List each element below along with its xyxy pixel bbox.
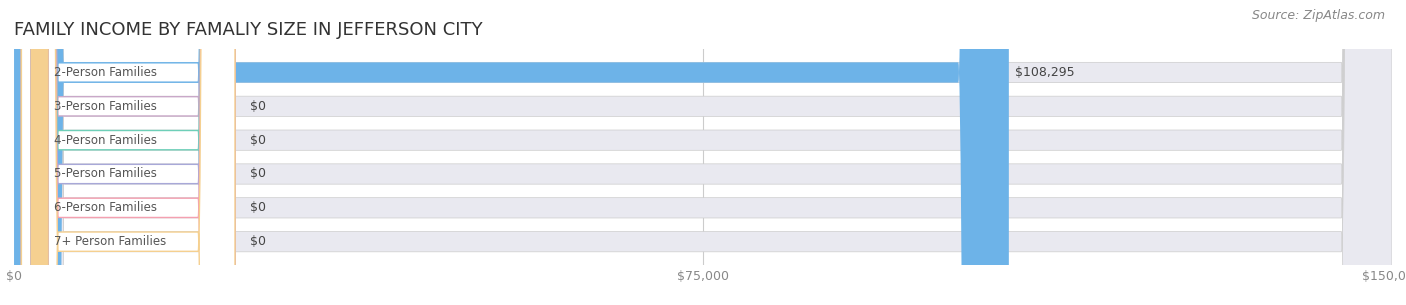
- FancyBboxPatch shape: [14, 0, 1392, 305]
- FancyBboxPatch shape: [14, 0, 1392, 305]
- FancyBboxPatch shape: [21, 0, 235, 305]
- Text: 5-Person Families: 5-Person Families: [55, 167, 157, 181]
- FancyBboxPatch shape: [21, 0, 235, 305]
- Text: 4-Person Families: 4-Person Families: [55, 134, 157, 147]
- FancyBboxPatch shape: [21, 0, 235, 305]
- Circle shape: [31, 0, 48, 305]
- Circle shape: [31, 0, 48, 305]
- FancyBboxPatch shape: [14, 0, 1392, 305]
- FancyBboxPatch shape: [14, 0, 1392, 305]
- Text: 3-Person Families: 3-Person Families: [55, 100, 157, 113]
- Text: 7+ Person Families: 7+ Person Families: [55, 235, 167, 248]
- Text: $0: $0: [250, 167, 266, 181]
- FancyBboxPatch shape: [14, 0, 1392, 305]
- FancyBboxPatch shape: [14, 0, 1010, 305]
- Text: $108,295: $108,295: [1015, 66, 1074, 79]
- Text: $0: $0: [250, 235, 266, 248]
- Text: $0: $0: [250, 100, 266, 113]
- Circle shape: [31, 0, 48, 305]
- Circle shape: [31, 0, 48, 305]
- Circle shape: [31, 0, 48, 305]
- FancyBboxPatch shape: [21, 0, 235, 305]
- FancyBboxPatch shape: [21, 0, 235, 305]
- FancyBboxPatch shape: [21, 0, 235, 305]
- Text: FAMILY INCOME BY FAMALIY SIZE IN JEFFERSON CITY: FAMILY INCOME BY FAMALIY SIZE IN JEFFERS…: [14, 21, 482, 39]
- Circle shape: [31, 0, 48, 305]
- Text: 2-Person Families: 2-Person Families: [55, 66, 157, 79]
- Text: Source: ZipAtlas.com: Source: ZipAtlas.com: [1251, 9, 1385, 22]
- FancyBboxPatch shape: [14, 0, 1392, 305]
- Text: 6-Person Families: 6-Person Families: [55, 201, 157, 214]
- Text: $0: $0: [250, 134, 266, 147]
- Text: $0: $0: [250, 201, 266, 214]
